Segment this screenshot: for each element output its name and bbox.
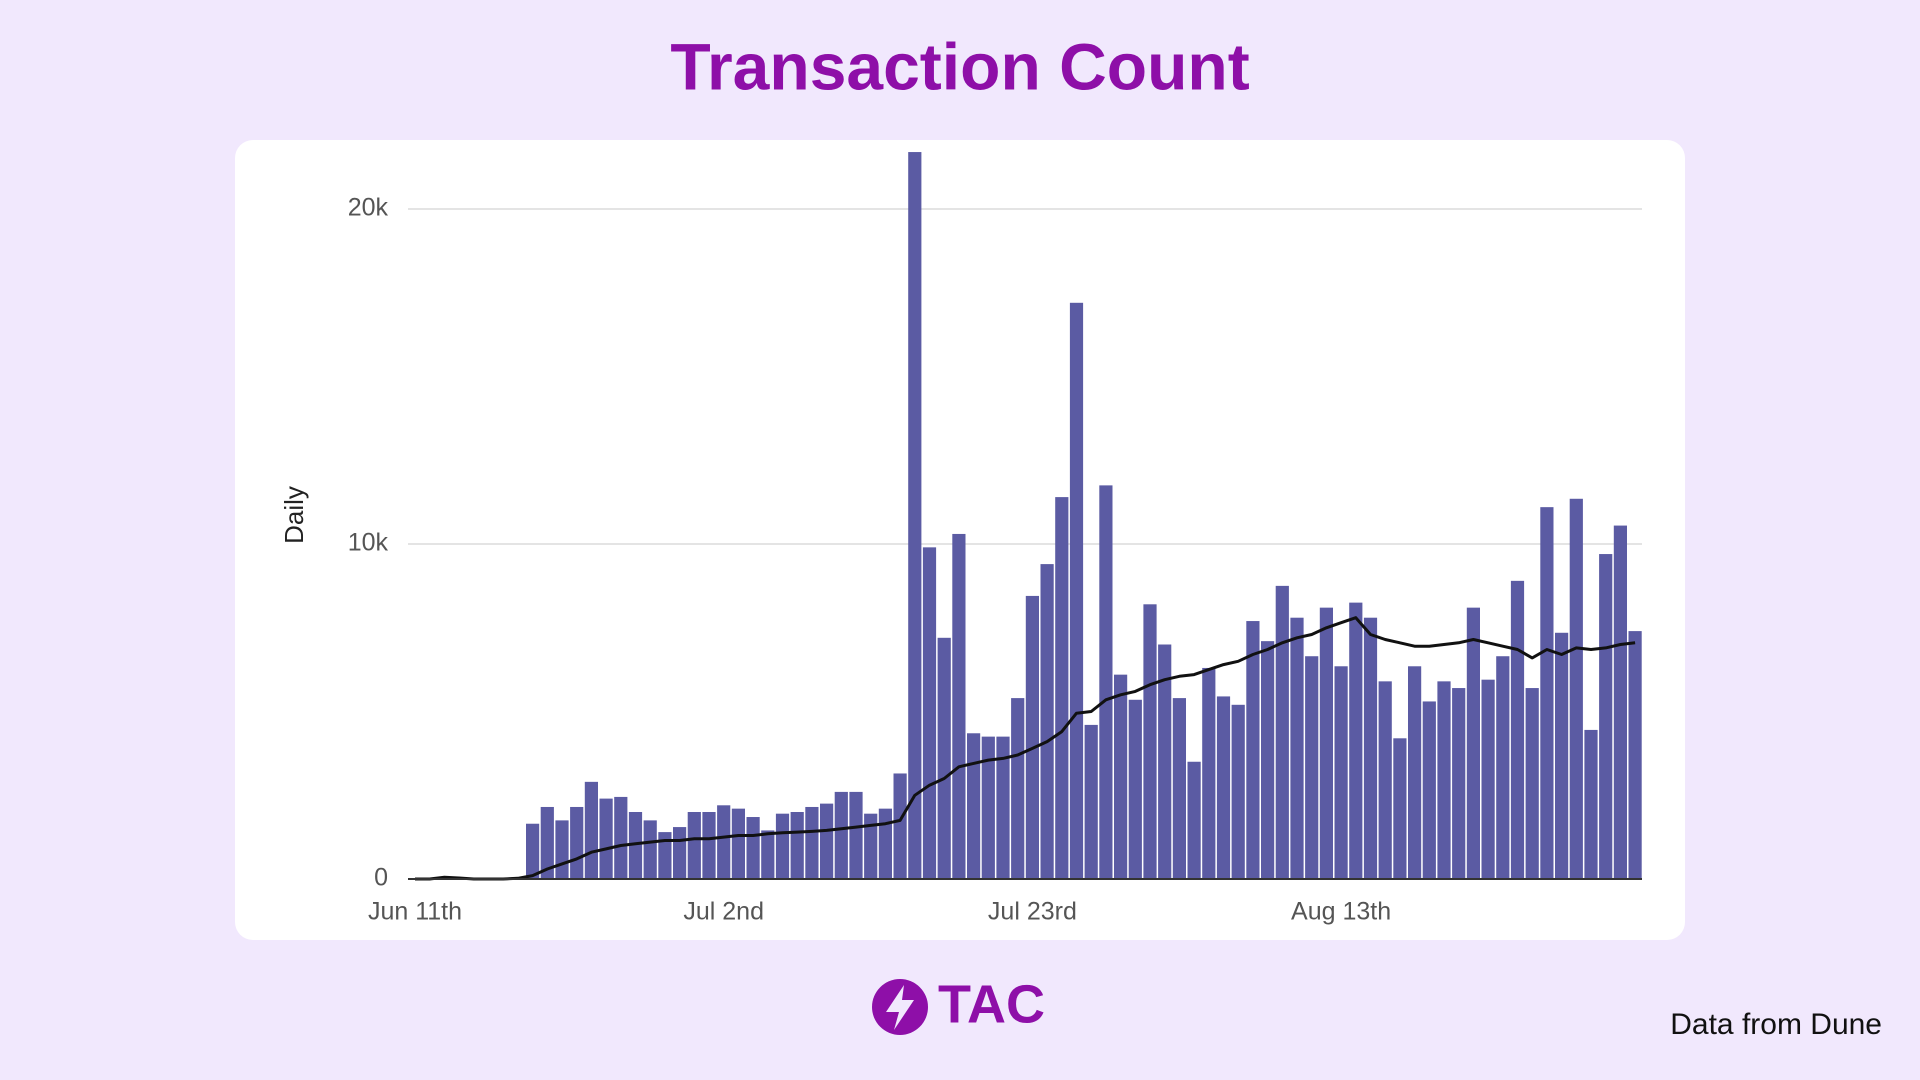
bar (996, 736, 1010, 879)
bar (1378, 681, 1392, 879)
bar (731, 808, 745, 879)
bar (1525, 688, 1539, 879)
title: Transaction Count (670, 29, 1249, 103)
bar (1422, 701, 1436, 879)
bar (1055, 497, 1069, 879)
bar (614, 796, 628, 879)
x-tick-label: Aug 13th (1291, 898, 1391, 926)
y-tick-label: 10k (348, 529, 389, 557)
bar (687, 812, 701, 879)
bar (967, 733, 981, 879)
bar (673, 827, 687, 879)
bar (1290, 617, 1304, 879)
bar (1319, 607, 1333, 879)
bar (1584, 729, 1598, 879)
bar (658, 832, 672, 879)
bar (1172, 698, 1186, 879)
bar (1393, 738, 1407, 879)
bar (878, 808, 892, 879)
bar (1349, 602, 1363, 879)
bar (1114, 674, 1128, 879)
bar (761, 830, 775, 879)
bar (775, 813, 790, 879)
bar (1231, 704, 1245, 879)
bar (820, 803, 834, 879)
bar (1305, 656, 1319, 879)
bar (1613, 525, 1627, 879)
bar (1334, 666, 1348, 879)
bar (599, 798, 613, 879)
bar (1187, 761, 1201, 879)
brand: TAC (938, 974, 1045, 1034)
bar (1143, 604, 1157, 879)
bar (555, 820, 569, 879)
bar (702, 812, 716, 879)
bar (849, 791, 863, 879)
bar (1408, 666, 1422, 879)
bar (1466, 607, 1480, 879)
bar (1246, 621, 1260, 879)
source-note: Data from Dune (1670, 1008, 1882, 1041)
bar (1510, 580, 1525, 879)
plot: 0 10k 20k Jun 11th Jul 2nd Jul 23rd Aug 13th (348, 152, 1642, 926)
bar (1452, 688, 1466, 879)
bar (1040, 564, 1054, 879)
bar (746, 817, 760, 879)
bar (1363, 617, 1378, 879)
bar (834, 791, 848, 879)
bar (790, 812, 804, 879)
bar (937, 637, 951, 879)
bar (1128, 699, 1142, 879)
bar (1628, 631, 1642, 879)
bar (1261, 641, 1275, 879)
bar (628, 812, 643, 879)
bar (1158, 644, 1172, 879)
moving-average-line (415, 616, 1636, 881)
y-axis-label: Daily (279, 486, 309, 544)
bar (643, 820, 657, 879)
bar (1069, 302, 1084, 879)
bar (952, 533, 966, 879)
bar (570, 806, 584, 879)
bar (908, 152, 922, 880)
bar (1555, 632, 1569, 879)
bar (1025, 595, 1039, 879)
bar (1437, 681, 1451, 879)
bar (1202, 667, 1216, 879)
y-tick-label: 20k (348, 194, 389, 222)
logo: TAC (872, 974, 1045, 1035)
bar (864, 813, 878, 879)
bar (1496, 656, 1510, 879)
x-tick-label: Jul 2nd (683, 898, 764, 926)
bar (981, 736, 995, 879)
bar (584, 781, 598, 879)
x-tick-label: Jun 11th (368, 898, 462, 926)
bar (805, 806, 819, 879)
bar (893, 773, 907, 879)
bar (1216, 696, 1231, 879)
bar (1099, 485, 1113, 879)
bar (540, 806, 554, 879)
bar (526, 823, 540, 879)
bar (1084, 724, 1098, 879)
bar (1481, 679, 1495, 879)
x-tick-label: Jul 23rd (988, 898, 1077, 926)
bar (1540, 507, 1554, 879)
y-tick-label: 0 (374, 864, 388, 892)
bar (1569, 498, 1583, 879)
bar (922, 547, 937, 879)
bar (1011, 698, 1025, 879)
bar (1275, 585, 1289, 879)
logo-bolt (886, 985, 914, 1030)
bar (1599, 554, 1613, 879)
bar (717, 805, 731, 879)
